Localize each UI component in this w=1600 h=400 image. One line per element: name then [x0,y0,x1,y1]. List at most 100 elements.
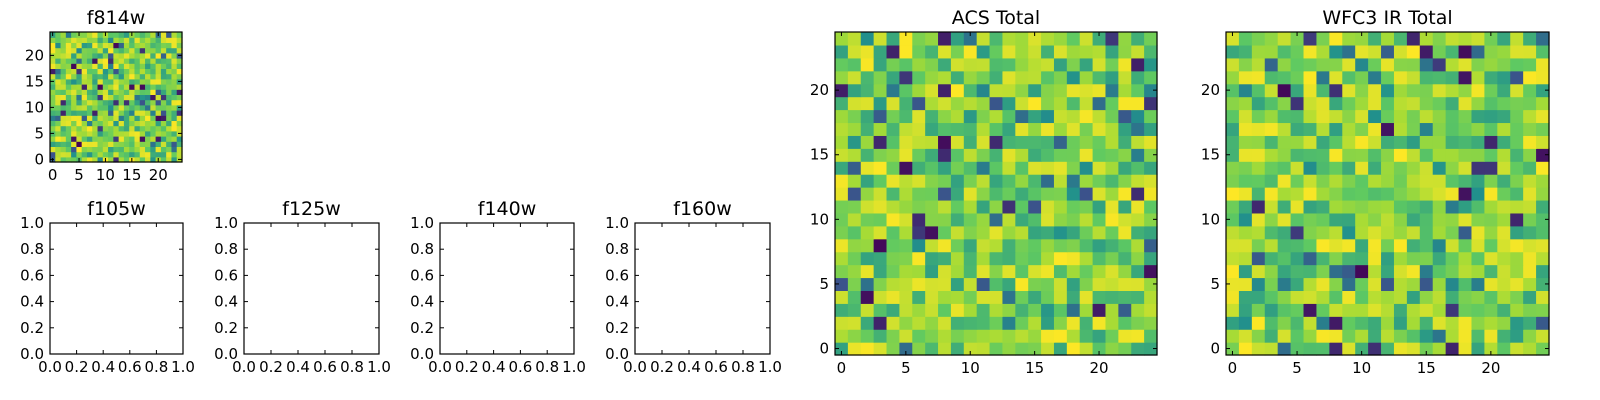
heatmap-cell [873,70,888,85]
heatmap-cell [1432,70,1447,85]
heatmap-cell [1079,57,1094,72]
y-tick-label: 0 [34,150,44,168]
heatmap-cell [139,136,146,142]
heatmap-cell [65,146,72,153]
heatmap-cell [1445,83,1460,98]
heatmap-cell [847,212,862,227]
heatmap-cell [1238,83,1253,98]
heatmap-cell [938,161,952,175]
heatmap-cell [1355,212,1369,227]
heatmap-cell [92,52,99,59]
heatmap-cell [108,63,114,69]
heatmap-cell [55,136,62,142]
heatmap-cell [950,316,965,330]
heatmap-cell [1066,135,1081,149]
heatmap-cell [1303,44,1318,59]
heatmap-cell [899,174,913,188]
heatmap-cell [1144,174,1158,188]
heatmap-cell [1510,70,1524,85]
heatmap-cell [1092,264,1107,279]
heatmap-cell [1041,122,1055,136]
heatmap-cell [1368,148,1382,162]
heatmap-cell [1342,290,1356,304]
heatmap-cell [1105,148,1119,162]
heatmap-cell [1131,342,1145,356]
heatmap-cell [860,135,875,149]
heatmap-cell [950,122,965,136]
heatmap-cell [1484,122,1498,136]
heatmap-cell [912,96,926,111]
x-tick-label: 5 [74,166,84,184]
heatmap-cell [1002,277,1016,291]
heatmap-cell [134,141,141,147]
heatmap-cell [1536,32,1550,46]
heatmap-cell [150,89,157,95]
heatmap-cell [1497,264,1511,279]
y-tick-label: 1.0 [20,214,44,232]
heatmap-cell [145,151,151,158]
heatmap-cell [108,151,114,158]
heatmap-cell [1406,342,1421,356]
heatmap-cell [1290,96,1305,111]
heatmap-cell [1368,44,1382,59]
heatmap-cell [155,63,162,69]
heatmap-cell [1303,277,1318,291]
heatmap-cell [1251,264,1266,279]
heatmap-cell [150,78,157,85]
heatmap-cell [166,104,173,111]
heatmap-cell [139,94,146,101]
heatmap-cell [1238,70,1253,85]
heatmap-cell [1066,187,1081,201]
heatmap-cell [155,115,162,121]
heatmap-cell [1118,32,1132,46]
heatmap-cell [860,32,875,46]
heatmap-cell [1432,135,1447,149]
heatmap-cell [1002,238,1016,253]
heatmap-cell [1523,135,1537,149]
heatmap-cell [1316,238,1330,253]
heatmap-cell [1118,57,1132,72]
heatmap-cell [860,264,875,279]
heatmap-cell [1251,148,1266,162]
heatmap-cell [86,110,93,116]
heatmap-cell [912,264,926,279]
heatmap-cell [1303,122,1318,136]
heatmap-cell [1381,199,1395,214]
heatmap-cell [81,104,88,111]
heatmap-cell [938,251,952,266]
heatmap-cell [873,83,888,98]
heatmap-cell [1002,148,1016,162]
heatmap-cell [65,115,72,121]
heatmap-cell [134,47,141,54]
heatmap-cell [86,58,93,64]
heatmap-cell [912,238,926,253]
heatmap-cell [1406,32,1421,46]
heatmap-cell [1381,277,1395,291]
heatmap-cell [155,42,162,49]
heatmap-cell [134,120,141,127]
heatmap-cell [847,161,862,175]
heatmap-cell [86,89,93,95]
heatmap-cell [1523,32,1537,46]
heatmap-cell [1510,148,1524,162]
heatmap-cell [1484,57,1498,72]
heatmap-cell [134,125,141,132]
heatmap-cell [1497,251,1511,266]
heatmap-cell [1226,122,1240,136]
heatmap-cell [1028,96,1042,111]
heatmap-cell [1118,187,1132,201]
heatmap-cell [129,94,136,101]
heatmap-cell [102,94,109,101]
heatmap-cell [155,151,162,158]
heatmap-cell [1002,316,1016,330]
heatmap-cell [989,70,1004,85]
heatmap-cell [123,84,130,90]
heatmap-cell [1092,109,1107,124]
heatmap-cell [113,141,120,147]
heatmap-cell [171,141,178,147]
heatmap-cell [176,84,183,90]
heatmap-cell [1105,122,1119,136]
x-tick-label: 1.0 [562,358,586,376]
heatmap-cell [1355,135,1369,149]
